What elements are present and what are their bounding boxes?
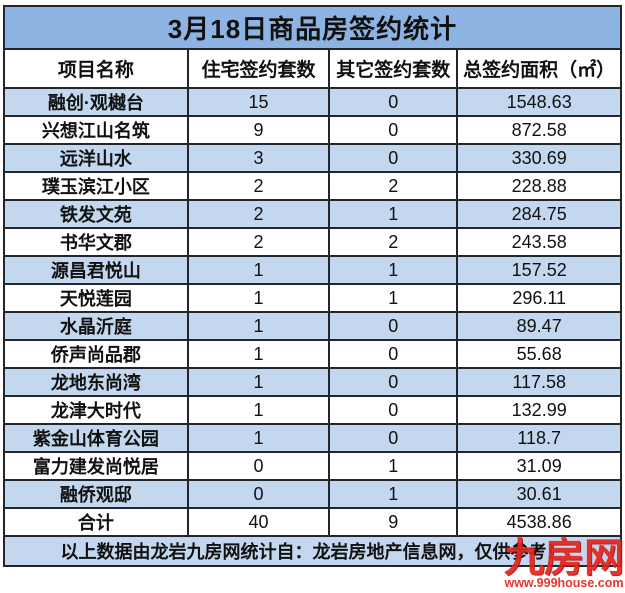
residential-units-cell: 15 [186,87,331,117]
title-row: 3月18日商品房签约统计 [3,5,622,50]
residential-units-cell: 2 [186,171,331,201]
residential-units-cell: 1 [186,255,331,285]
project-name-cell: 书华文郡 [3,227,189,257]
residential-units-cell: 0 [186,451,331,481]
table-row: 龙地东尚湾 1 0 117.58 [3,367,622,397]
total-area-cell: 330.69 [456,143,622,173]
table-row: 侨声尚品郡 1 0 55.68 [3,339,622,369]
project-name-cell: 龙地东尚湾 [3,367,189,397]
total-area-cell: 296.11 [456,283,622,313]
residential-units-cell: 2 [186,227,331,257]
total-area-cell: 132.99 [456,395,622,425]
project-name-cell: 璞玉滨江小区 [3,171,189,201]
other-units-cell: 2 [328,171,459,201]
project-name-cell: 紫金山体育公园 [3,423,189,453]
table-row: 水晶沂庭 1 0 89.47 [3,311,622,341]
residential-units-cell: 1 [186,311,331,341]
project-name-cell: 兴想江山名筑 [3,115,189,145]
other-units-cell: 0 [328,367,459,397]
column-header-total-area: 总签约面积（㎡） [456,48,622,89]
table-row: 璞玉滨江小区 2 2 228.88 [3,171,622,201]
residential-units-cell: 1 [186,395,331,425]
total-area-cell: 117.58 [456,367,622,397]
other-units-cell: 0 [328,423,459,453]
residential-units-cell: 0 [186,479,331,509]
watermark-url: www.999house.com [504,575,624,590]
table-row: 远洋山水 3 0 330.69 [3,143,622,173]
residential-units-cell: 1 [186,367,331,397]
total-area-cell: 228.88 [456,171,622,201]
footer-note: 以上数据由龙岩九房网统计自：龙岩房地产信息网，仅供参考！ [3,535,622,567]
project-name-cell: 富力建发尚悦居 [3,451,189,481]
signing-stats-table: 3月18日商品房签约统计 项目名称 住宅签约套数 其它签约套数 总签约面积（㎡）… [3,5,622,567]
total-area-cell: 157.52 [456,255,622,285]
table-row: 源昌君悦山 1 1 157.52 [3,255,622,285]
total-area-cell: 284.75 [456,199,622,229]
project-name-cell: 源昌君悦山 [3,255,189,285]
residential-units-cell: 9 [186,115,331,145]
total-area-cell: 1548.63 [456,87,622,117]
table-row: 龙津大时代 1 0 132.99 [3,395,622,425]
other-units-cell: 0 [328,339,459,369]
table-row: 铁发文苑 2 1 284.75 [3,199,622,229]
residential-units-cell: 2 [186,199,331,229]
column-header-other-units: 其它签约套数 [328,48,459,89]
footer-note-row: 以上数据由龙岩九房网统计自：龙岩房地产信息网，仅供参考！ [3,535,622,567]
other-units-cell: 2 [328,227,459,257]
residential-units-cell: 1 [186,423,331,453]
project-name-cell: 天悦莲园 [3,283,189,313]
total-area-cell: 872.58 [456,115,622,145]
residential-units-cell: 3 [186,143,331,173]
table-row: 兴想江山名筑 9 0 872.58 [3,115,622,145]
total-area-cell: 31.09 [456,451,622,481]
total-area-cell: 30.61 [456,479,622,509]
other-units-cell: 1 [328,451,459,481]
total-area-cell: 243.58 [456,227,622,257]
other-units-cell: 1 [328,479,459,509]
other-units-cell: 1 [328,283,459,313]
residential-units-cell: 1 [186,283,331,313]
other-units-cell: 1 [328,255,459,285]
table-body: 融创·观樾台 15 0 1548.63 兴想江山名筑 9 0 872.58 远洋… [3,87,622,509]
total-other-units: 9 [328,507,459,537]
other-units-cell: 0 [328,87,459,117]
project-name-cell: 远洋山水 [3,143,189,173]
project-name-cell: 龙津大时代 [3,395,189,425]
other-units-cell: 0 [328,115,459,145]
other-units-cell: 0 [328,311,459,341]
table-row: 天悦莲园 1 1 296.11 [3,283,622,313]
total-area-cell: 89.47 [456,311,622,341]
table-row: 融侨观邸 0 1 30.61 [3,479,622,509]
header-row: 项目名称 住宅签约套数 其它签约套数 总签约面积（㎡） [3,48,622,89]
project-name-cell: 融侨观邸 [3,479,189,509]
total-label: 合计 [3,507,189,537]
project-name-cell: 铁发文苑 [3,199,189,229]
column-header-project-name: 项目名称 [3,48,189,89]
residential-units-cell: 1 [186,339,331,369]
total-area-cell: 55.68 [456,339,622,369]
total-row: 合计 40 9 4538.86 [3,507,622,537]
other-units-cell: 0 [328,395,459,425]
total-area-cell: 118.7 [456,423,622,453]
table-row: 书华文郡 2 2 243.58 [3,227,622,257]
project-name-cell: 水晶沂庭 [3,311,189,341]
project-name-cell: 侨声尚品郡 [3,339,189,369]
table-title: 3月18日商品房签约统计 [3,5,622,50]
table-row: 富力建发尚悦居 0 1 31.09 [3,451,622,481]
project-name-cell: 融创·观樾台 [3,87,189,117]
other-units-cell: 0 [328,143,459,173]
column-header-residential-units: 住宅签约套数 [186,48,331,89]
total-area: 4538.86 [456,507,622,537]
other-units-cell: 1 [328,199,459,229]
table-row: 融创·观樾台 15 0 1548.63 [3,87,622,117]
total-residential-units: 40 [186,507,331,537]
table-row: 紫金山体育公园 1 0 118.7 [3,423,622,453]
